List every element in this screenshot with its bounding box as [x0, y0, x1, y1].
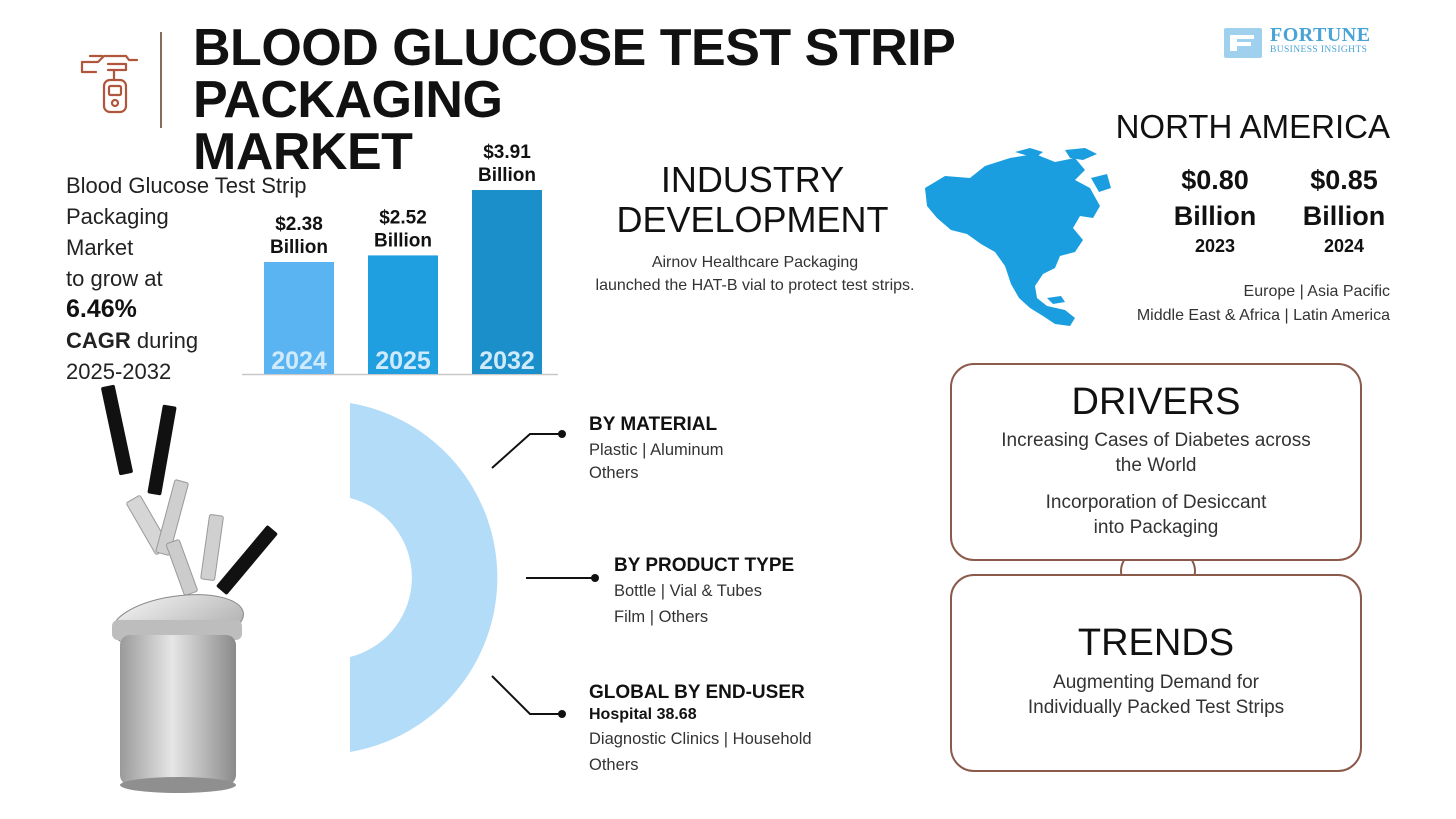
bar-2024: [264, 262, 334, 374]
product-line-2: Film | Others: [614, 608, 709, 626]
na-year-2023: 2023: [1194, 236, 1236, 256]
bar-category-label: 2032: [479, 347, 535, 375]
logo-subtitle: BUSINESS INSIGHTS: [1270, 45, 1368, 55]
cagr-during: during: [130, 328, 199, 353]
na-value-2023: $0.80 Billion 2023: [1150, 162, 1280, 257]
industry-text-line-2: launched the HAT-B vial to protect test …: [595, 277, 915, 294]
industry-title-line-2: DEVELOPMENT: [616, 199, 889, 240]
trends-line-1: Augmenting Demand for: [1053, 672, 1259, 693]
drivers-item-2-line-1: Incorporation of Desiccant: [1045, 492, 1267, 513]
segment-connector-lines: [491, 430, 599, 718]
bar-value-unit-label: Billion: [374, 230, 432, 251]
end-user-title: GLOBAL BY END-USER: [589, 682, 805, 703]
drivers-item-1: Increasing Cases of Diabetes across the …: [952, 428, 1360, 478]
end-user-line-1: Diagnostic Clinics | Household: [589, 730, 812, 748]
cagr-block: Blood Glucose Test Strip Packaging Marke…: [66, 170, 366, 387]
segment-by-material: BY MATERIAL Plastic | Aluminum Others: [589, 414, 724, 486]
cagr-word: CAGR: [66, 328, 131, 353]
industry-development-text: Airnov Healthcare Packaging launched the…: [555, 251, 955, 297]
drivers-item-1-line-2: the World: [1115, 455, 1197, 476]
end-user-hospital: Hospital 38.68: [589, 706, 697, 723]
na-year-2024: 2024: [1323, 236, 1365, 256]
bar-value-label: $2.38: [275, 214, 323, 235]
cagr-rate: 6.46%: [66, 295, 137, 323]
segment-by-product-type: BY PRODUCT TYPE Bottle | Vial & Tubes Fi…: [614, 555, 794, 630]
drivers-box: DRIVERS Increasing Cases of Diabetes acr…: [950, 363, 1362, 561]
cagr-line-1: Blood Glucose Test Strip: [66, 173, 307, 198]
product-title: BY PRODUCT TYPE: [614, 555, 795, 576]
drivers-item-2: Incorporation of Desiccant into Packagin…: [952, 490, 1360, 540]
drivers-item-2-line-2: into Packaging: [1093, 517, 1219, 538]
regions-line-2: Middle East & Africa | Latin America: [1136, 307, 1390, 324]
na-value-2024: $0.85 Billion 2024: [1279, 162, 1409, 257]
drivers-title: DRIVERS: [1071, 381, 1241, 423]
market-size-bar-chart: 2024$2.38Billion2025$2.52Billion2032$3.9…: [242, 142, 558, 376]
cagr-line-6: CAGR during: [66, 325, 366, 356]
material-line-2: Others: [589, 464, 639, 482]
cagr-line-2: Packaging: [66, 204, 169, 229]
industry-title-line-1: INDUSTRY: [660, 159, 845, 200]
bar-value-unit-label: Billion: [478, 165, 536, 186]
trends-line-2: Individually Packed Test Strips: [1027, 697, 1285, 718]
drivers-item-1-line-1: Increasing Cases of Diabetes across: [1001, 430, 1311, 451]
trends-text: Augmenting Demand for Individually Packe…: [952, 670, 1360, 720]
na-unit-2023: Billion: [1173, 201, 1257, 231]
bar-value-label: $2.52: [379, 207, 427, 228]
bar-category-label: 2024: [271, 347, 327, 375]
logo-name: FORTUNE: [1270, 24, 1371, 46]
product-line-1: Bottle | Vial & Tubes: [614, 582, 762, 600]
bar-value-label: $3.91: [483, 142, 531, 163]
segment-by-end-user: GLOBAL BY END-USER Hospital 38.68 Diagno…: [589, 682, 812, 778]
material-line-1: Plastic | Aluminum: [589, 441, 724, 459]
na-amount-2024: $0.85: [1310, 165, 1378, 195]
bar-value-unit-label: Billion: [270, 237, 328, 258]
trends-title: TRENDS: [1077, 622, 1235, 664]
page-title: BLOOD GLUCOSE TEST STRIP PACKAGING MARKE…: [193, 22, 1223, 178]
na-amount-2023: $0.80: [1181, 165, 1249, 195]
cagr-period: 2025-2032: [66, 359, 172, 384]
fortune-logo-mark-icon: [1224, 28, 1262, 58]
cagr-line-4: to grow at: [66, 266, 163, 291]
fortune-logo: FORTUNE BUSINESS INSIGHTS: [1224, 24, 1394, 60]
industry-text-line-1: Airnov Healthcare Packaging: [651, 254, 859, 271]
title-line-1: BLOOD GLUCOSE TEST STRIP PACKAGING: [193, 19, 955, 129]
bar-2025: [368, 255, 438, 374]
bar-category-label: 2025: [375, 347, 431, 375]
bar-2032: [472, 190, 542, 374]
other-regions: Europe | Asia Pacific Middle East & Afri…: [1060, 280, 1390, 328]
header-divider: [160, 32, 162, 128]
end-user-line-2: Others: [589, 756, 639, 774]
regions-line-1: Europe | Asia Pacific: [1243, 283, 1390, 300]
north-america-map-icon: [925, 148, 1111, 326]
title-line-2: MARKET: [193, 123, 413, 181]
strips-group: [101, 384, 278, 596]
test-strip-meter-icon: [80, 54, 139, 114]
na-unit-2024: Billion: [1302, 201, 1386, 231]
material-title: BY MATERIAL: [589, 414, 718, 435]
test-strip-jar-icon: [101, 384, 278, 793]
segment-half-donut: [350, 403, 498, 752]
cagr-line-3: Market: [66, 235, 134, 260]
north-america-title: NORTH AMERICA: [1115, 108, 1390, 145]
trends-box: TRENDS Augmenting Demand for Individuall…: [950, 574, 1362, 772]
industry-development-title: INDUSTRY DEVELOPMENT: [580, 160, 925, 240]
